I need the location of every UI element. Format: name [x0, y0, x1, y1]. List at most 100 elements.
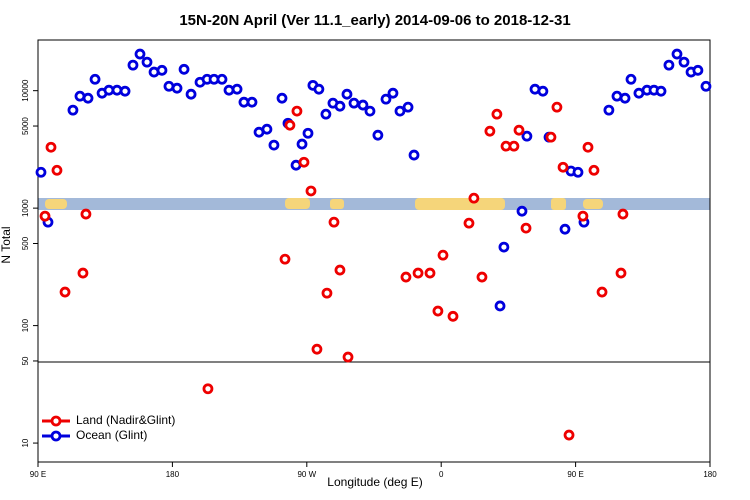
data-point [320, 108, 332, 120]
data-point [484, 125, 496, 137]
data-point [678, 56, 690, 68]
data-point [596, 286, 608, 298]
data-point [35, 166, 47, 178]
data-point [302, 127, 314, 139]
data-point [279, 253, 291, 265]
data-point [625, 73, 637, 85]
data-point [357, 99, 369, 111]
x-tick-label: 90 W [297, 470, 316, 479]
data-point [127, 59, 139, 71]
data-point [508, 140, 520, 152]
data-point [284, 119, 296, 131]
data-point [51, 164, 63, 176]
data-point [334, 264, 346, 276]
data-point [39, 210, 51, 222]
data-point [551, 101, 563, 113]
data-point [276, 92, 288, 104]
data-point [559, 223, 571, 235]
data-point [537, 85, 549, 97]
y-axis-label: N Total [0, 226, 13, 263]
data-point [437, 249, 449, 261]
data-point [328, 216, 340, 228]
data-point [141, 56, 153, 68]
data-point [67, 104, 79, 116]
data-point [424, 267, 436, 279]
data-point [588, 164, 600, 176]
x-tick-label: 90 E [30, 470, 46, 479]
plot-frame [37, 39, 711, 463]
y-tick-label: 100 [21, 318, 30, 332]
data-point [311, 343, 323, 355]
y-tick-label: 500 [21, 236, 30, 250]
data-point [476, 271, 488, 283]
x-tick-label: 0 [439, 470, 444, 479]
data-point [394, 105, 406, 117]
data-point [617, 208, 629, 220]
data-point [178, 63, 190, 75]
data-point [521, 130, 533, 142]
data-point [494, 300, 506, 312]
legend-marker [50, 415, 62, 427]
y-tick-label: 50 [21, 356, 30, 365]
data-point [432, 305, 444, 317]
data-point [202, 383, 214, 395]
data-point [408, 149, 420, 161]
data-point [156, 64, 168, 76]
data-point [563, 429, 575, 441]
data-point [313, 83, 325, 95]
data-point [268, 139, 280, 151]
y-tick-label: 5000 [21, 117, 30, 135]
legend-label: Ocean (Glint) [76, 428, 147, 442]
data-point [577, 210, 589, 222]
data-point [615, 267, 627, 279]
data-point [557, 161, 569, 173]
x-tick-label: 180 [166, 470, 180, 479]
data-point [261, 123, 273, 135]
data-point [513, 124, 525, 136]
legend-marker [50, 430, 62, 442]
data-point [468, 192, 480, 204]
data-point [498, 241, 510, 253]
data-point [663, 59, 675, 71]
chart-title: 15N-20N April (Ver 11.1_early) 2014-09-0… [179, 12, 570, 29]
data-point [291, 105, 303, 117]
legend-label: Land (Nadir&Glint) [76, 413, 175, 427]
data-point [655, 85, 667, 97]
data-point [59, 286, 71, 298]
data-point [341, 88, 353, 100]
data-point [692, 64, 704, 76]
data-point [171, 82, 183, 94]
y-tick-label: 10 [21, 438, 30, 447]
data-point [520, 222, 532, 234]
data-point [372, 129, 384, 141]
data-point [412, 267, 424, 279]
data-point [491, 108, 503, 120]
data-point [119, 85, 131, 97]
data-point [89, 73, 101, 85]
data-point [246, 96, 258, 108]
data-point [45, 141, 57, 153]
data-point [700, 80, 712, 92]
data-point [603, 104, 615, 116]
data-point [402, 101, 414, 113]
data-point [380, 93, 392, 105]
x-axis-label: Longitude (deg E) [327, 475, 422, 489]
y-tick-label: 10000 [21, 79, 30, 102]
data-point [296, 138, 308, 150]
x-tick-label: 90 E [567, 470, 583, 479]
data-point [80, 208, 92, 220]
data-point [545, 131, 557, 143]
data-point [321, 287, 333, 299]
data-point [463, 217, 475, 229]
data-point [305, 185, 317, 197]
data-point [447, 310, 459, 322]
data-point [582, 141, 594, 153]
data-point [619, 92, 631, 104]
data-point [400, 271, 412, 283]
data-point [77, 267, 89, 279]
data-point [216, 73, 228, 85]
data-point [348, 97, 360, 109]
x-tick-label: 180 [703, 470, 717, 479]
data-point [387, 87, 399, 99]
